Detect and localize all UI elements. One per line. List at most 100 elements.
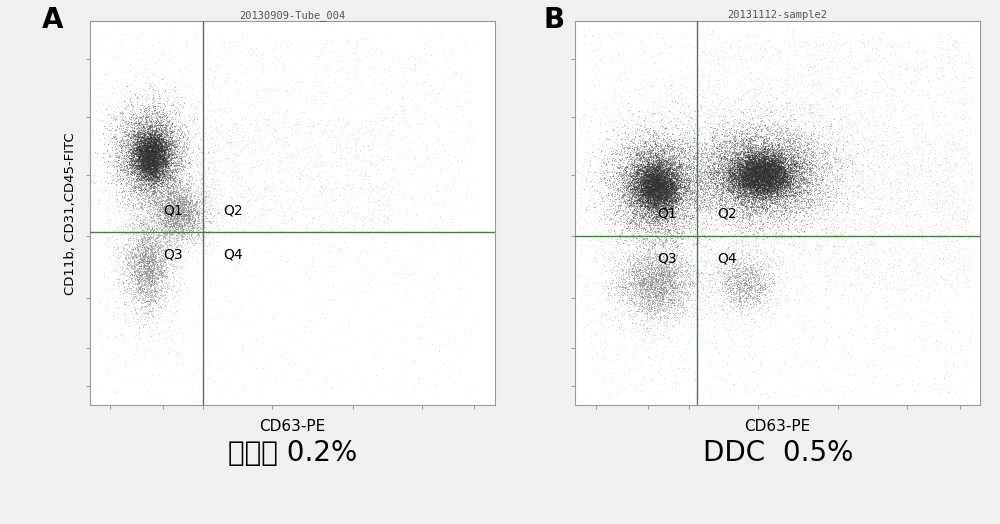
- Point: [608, 150, 624, 159]
- Point: [643, 190, 659, 199]
- Point: [144, 157, 160, 165]
- Point: [622, 199, 638, 207]
- Point: [730, 200, 746, 208]
- Point: [734, 172, 750, 181]
- Point: [779, 141, 795, 150]
- Point: [259, 159, 275, 168]
- Point: [638, 188, 654, 196]
- Point: [594, 264, 610, 272]
- Point: [922, 149, 938, 157]
- Point: [819, 272, 835, 280]
- Point: [133, 275, 149, 283]
- Point: [665, 197, 681, 205]
- Point: [759, 169, 775, 177]
- Point: [738, 171, 754, 179]
- Point: [639, 189, 655, 198]
- Point: [152, 111, 168, 119]
- Point: [757, 154, 773, 162]
- Point: [665, 151, 681, 160]
- Point: [737, 174, 753, 183]
- Point: [636, 173, 652, 181]
- Point: [926, 385, 942, 393]
- Point: [738, 179, 754, 187]
- Point: [168, 297, 184, 305]
- Point: [163, 230, 179, 238]
- Point: [728, 260, 744, 269]
- Point: [179, 210, 195, 218]
- Point: [142, 138, 158, 147]
- Point: [636, 219, 652, 227]
- Point: [603, 199, 619, 208]
- Point: [829, 167, 845, 176]
- Point: [700, 156, 716, 164]
- Point: [116, 154, 132, 162]
- Point: [620, 232, 636, 240]
- Point: [728, 284, 744, 292]
- Point: [189, 238, 205, 247]
- Point: [144, 150, 160, 158]
- Point: [134, 294, 150, 303]
- Point: [629, 242, 645, 250]
- Point: [282, 158, 298, 167]
- Point: [164, 134, 180, 142]
- Point: [165, 187, 181, 195]
- Point: [656, 263, 672, 271]
- Point: [123, 191, 139, 200]
- Point: [808, 171, 824, 179]
- Point: [127, 119, 143, 127]
- Point: [758, 73, 774, 82]
- Point: [135, 139, 151, 147]
- Point: [139, 142, 155, 150]
- Point: [937, 279, 953, 288]
- Point: [808, 127, 824, 135]
- Point: [662, 291, 678, 300]
- Point: [168, 162, 184, 170]
- Point: [644, 199, 660, 207]
- Point: [768, 187, 784, 195]
- Point: [752, 110, 768, 118]
- Point: [158, 161, 174, 170]
- Point: [789, 271, 805, 280]
- Point: [751, 172, 767, 180]
- Point: [816, 111, 832, 119]
- Point: [953, 168, 969, 177]
- Point: [784, 164, 800, 172]
- Point: [774, 167, 790, 176]
- Point: [645, 187, 661, 195]
- Point: [138, 220, 154, 228]
- Point: [783, 188, 799, 196]
- Point: [662, 282, 678, 290]
- Point: [751, 162, 767, 170]
- Point: [121, 128, 137, 137]
- Point: [956, 153, 972, 161]
- Point: [722, 180, 738, 188]
- Point: [701, 183, 717, 192]
- Point: [633, 181, 649, 190]
- Point: [771, 165, 787, 173]
- Point: [680, 199, 696, 207]
- Point: [115, 246, 131, 254]
- Point: [664, 234, 680, 242]
- Point: [138, 165, 154, 173]
- Point: [773, 145, 789, 153]
- Point: [641, 208, 657, 216]
- Point: [123, 192, 139, 201]
- Point: [908, 194, 924, 203]
- Point: [763, 169, 779, 178]
- Point: [147, 139, 163, 148]
- Point: [658, 177, 674, 185]
- Point: [627, 307, 643, 315]
- Point: [779, 178, 795, 187]
- Point: [633, 147, 649, 155]
- Point: [817, 188, 833, 196]
- Point: [110, 185, 126, 193]
- Point: [636, 279, 652, 287]
- Point: [615, 185, 631, 193]
- Point: [129, 121, 145, 129]
- Point: [697, 165, 713, 173]
- Point: [705, 280, 721, 288]
- Point: [637, 175, 653, 183]
- Point: [647, 212, 663, 220]
- Point: [664, 178, 680, 187]
- Point: [169, 127, 185, 135]
